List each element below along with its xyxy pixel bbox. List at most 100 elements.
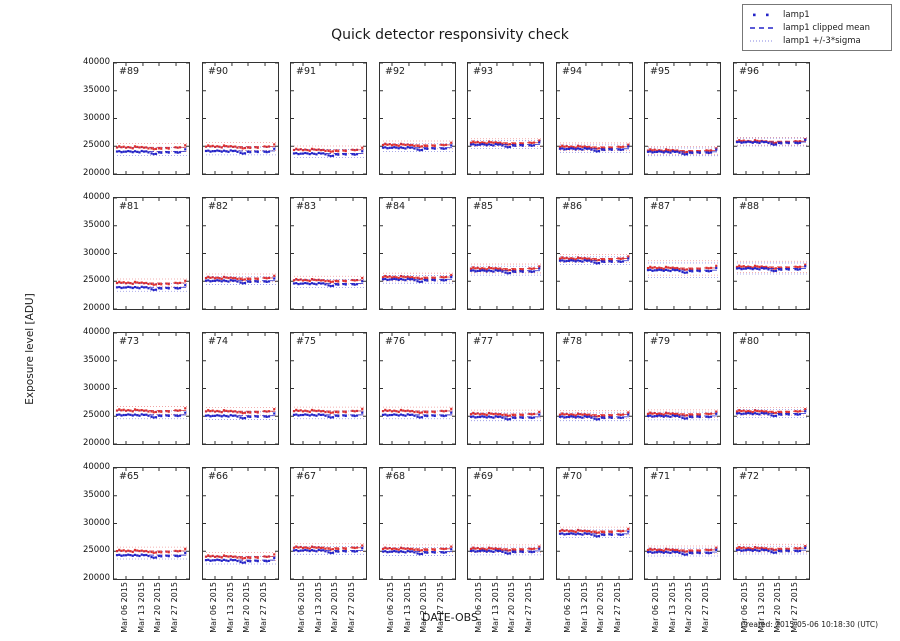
dotted-line-icon [750, 40, 774, 41]
y-tick-label: 30000 [82, 112, 110, 123]
y-tick-label: 35000 [82, 219, 110, 230]
subplot-65: #65 [113, 467, 190, 580]
subplot-label: #95 [650, 66, 671, 77]
subplot-88: #88 [733, 197, 810, 310]
subplot-label: #89 [119, 66, 140, 77]
subplot-canvas [645, 62, 720, 175]
y-tick-label: 30000 [82, 247, 110, 258]
subplot-76: #76 [379, 332, 456, 445]
subplot-72: #72 [733, 467, 810, 580]
subplot-canvas [468, 467, 543, 580]
x-tick-label: Mar 13 2015 [667, 582, 677, 633]
x-tick-label: Mar 06 2015 [474, 582, 483, 633]
y-tick-label: 20000 [82, 438, 110, 448]
subplot-87: #87 [644, 197, 721, 310]
x-tick-label: Mar 27 2015 [524, 582, 534, 633]
subplot-80: #80 [733, 332, 810, 445]
y-tick-label: 25000 [82, 140, 110, 151]
subplot-label: #70 [562, 471, 583, 482]
subplot-label: #83 [296, 201, 317, 212]
y-tick-label: 35000 [82, 84, 110, 95]
subplot-canvas [291, 332, 366, 445]
x-tick-label: Mar 20 2015 [242, 582, 251, 633]
subplot-canvas [557, 197, 632, 310]
x-tick-label: Mar 27 2015 [790, 582, 800, 633]
dashed-line-icon [750, 26, 774, 29]
legend: lamp1 lamp1 clipped mean lamp1 +/-3*sigm… [742, 4, 892, 51]
subplot-canvas [114, 197, 189, 310]
x-axis-label: DATE-OBS [422, 611, 478, 624]
subplot-canvas [380, 467, 455, 580]
subplot-label: #72 [739, 471, 760, 482]
subplot-label: #65 [119, 471, 140, 482]
y-tick-label: 25000 [82, 410, 110, 421]
y-tick-label: 30000 [82, 382, 110, 393]
subplot-71: #71 [644, 467, 721, 580]
subplot-label: #74 [208, 336, 229, 347]
subplot-canvas [645, 332, 720, 445]
subplot-label: #67 [296, 471, 317, 482]
x-tick-label: Mar 27 2015 [613, 582, 623, 633]
x-tick-label: Mar 27 2015 [701, 582, 711, 633]
y-tick-label: 35000 [82, 489, 110, 500]
legend-item-sigma: lamp1 +/-3*sigma [747, 34, 885, 47]
subplot-label: #68 [385, 471, 406, 482]
legend-label: lamp1 +/-3*sigma [783, 35, 861, 46]
subplot-label: #92 [385, 66, 406, 77]
subplot-canvas [468, 197, 543, 310]
points-marker-icon [753, 13, 769, 16]
subplot-canvas [734, 62, 809, 175]
x-tick-label: Mar 13 2015 [490, 582, 500, 633]
subplot-70: #70 [556, 467, 633, 580]
subplot-93: #93 [467, 62, 544, 175]
subplot-label: #91 [296, 66, 317, 77]
y-axis-label: Exposure level [ADU] [24, 293, 36, 405]
subplot-label: #81 [119, 201, 140, 212]
subplot-label: #69 [473, 471, 494, 482]
subplot-86: #86 [556, 197, 633, 310]
subplot-label: #73 [119, 336, 140, 347]
subplot-label: #93 [473, 66, 494, 77]
subplot-canvas [114, 332, 189, 445]
subplot-canvas [557, 62, 632, 175]
y-tick-label: 40000 [82, 57, 110, 67]
x-tick-label: Mar 20 2015 [596, 582, 605, 633]
subplot-label: #87 [650, 201, 671, 212]
x-tick-label: Mar 06 2015 [120, 582, 129, 633]
subplot-label: #90 [208, 66, 229, 77]
subplot-label: #66 [208, 471, 229, 482]
x-tick-label: Mar 06 2015 [209, 582, 218, 633]
subplot-75: #75 [290, 332, 367, 445]
figure-title: Quick detector responsivity check [331, 27, 569, 43]
legend-label: lamp1 clipped mean [783, 22, 870, 33]
subplot-canvas [291, 197, 366, 310]
y-tick-label: 35000 [82, 354, 110, 365]
x-tick-label: Mar 20 2015 [684, 582, 693, 633]
subplot-label: #77 [473, 336, 494, 347]
subplot-canvas [645, 467, 720, 580]
subplot-canvas [380, 62, 455, 175]
subplot-83: #83 [290, 197, 367, 310]
subplot-canvas [557, 332, 632, 445]
subplot-label: #75 [296, 336, 317, 347]
subplot-canvas [468, 62, 543, 175]
subplot-85: #85 [467, 197, 544, 310]
x-tick-label: Mar 06 2015 [297, 582, 306, 633]
x-tick-label: Mar 06 2015 [740, 582, 749, 633]
subplot-canvas [114, 467, 189, 580]
subplot-canvas [380, 332, 455, 445]
subplot-canvas [380, 197, 455, 310]
x-tick-label: Mar 13 2015 [313, 582, 323, 633]
subplot-canvas [203, 197, 278, 310]
subplot-95: #95 [644, 62, 721, 175]
subplot-canvas [203, 62, 278, 175]
subplot-90: #90 [202, 62, 279, 175]
subplot-label: #79 [650, 336, 671, 347]
subplot-77: #77 [467, 332, 544, 445]
subplot-67: #67 [290, 467, 367, 580]
subplot-91: #91 [290, 62, 367, 175]
x-tick-label: Mar 13 2015 [402, 582, 412, 633]
y-tick-label: 40000 [82, 462, 110, 472]
subplot-label: #82 [208, 201, 229, 212]
